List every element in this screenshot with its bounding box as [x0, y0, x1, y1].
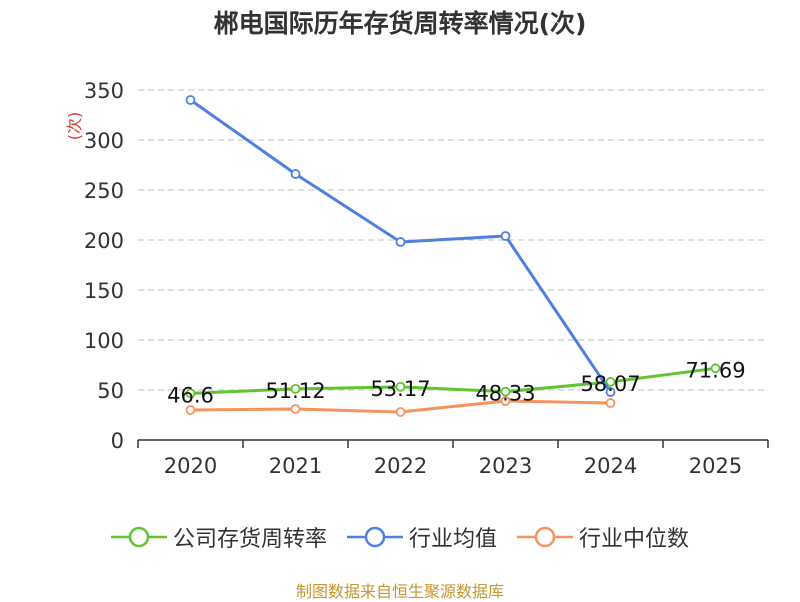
- x-tick-label: 2022: [374, 454, 427, 478]
- data-point: [290, 169, 301, 179]
- legend-line-circle-icon: [517, 526, 573, 548]
- legend-line-circle-icon: [110, 526, 167, 548]
- y-tick-label: 300: [84, 129, 124, 153]
- x-tick-label: 2020: [164, 454, 217, 478]
- x-tick-label: 2021: [269, 454, 322, 478]
- data-point: [185, 95, 196, 105]
- data-point: [605, 387, 616, 397]
- y-axis-label: (次): [65, 112, 84, 141]
- data-point: [710, 363, 721, 374]
- x-tick-label: 2025: [689, 454, 742, 478]
- y-tick-label: 150: [84, 279, 124, 303]
- legend-label: 行业均值: [408, 527, 497, 552]
- legend-line-circle-icon: [346, 526, 403, 548]
- series-line: [190, 366, 716, 395]
- data-label: 51.12: [265, 379, 325, 403]
- x-tick-label: 2024: [584, 454, 637, 478]
- data-point: [185, 405, 196, 415]
- chart-title: 郴电国际历年存货周转率情况(次): [213, 9, 587, 38]
- data-label: 58.07: [580, 372, 640, 396]
- data-point: [500, 231, 511, 241]
- axis-layer: 0 50 100 150 200 250 300 350(次) 2020 2021 2022 2023…: [65, 79, 769, 478]
- data-label: 53.17: [370, 377, 430, 401]
- y-tick-label: 350: [84, 79, 124, 103]
- y-tick-label: 200: [84, 229, 124, 253]
- legend-label: 公司存货周转率: [172, 527, 327, 552]
- legend: 公司存货周转率 行业均值 行业中位数: [0, 520, 800, 554]
- y-tick-label: 100: [84, 329, 124, 353]
- data-point: [185, 388, 196, 399]
- data-label: 71.69: [685, 358, 745, 382]
- data-point: [290, 383, 301, 394]
- data-point: [500, 396, 511, 406]
- legend-label: 行业中位数: [579, 527, 690, 552]
- data-point: [605, 398, 616, 408]
- legend-item[interactable]: 行业中位数: [517, 521, 689, 553]
- data-label-layer: 46.6 51.12 53.17 48.33 58.07 71.69: [167, 358, 745, 407]
- data-point: [395, 407, 406, 417]
- data-point: [395, 237, 406, 247]
- y-tick-label: 250: [84, 179, 124, 203]
- legend-item[interactable]: 行业均值: [346, 521, 497, 553]
- y-tick-label: 50: [97, 379, 124, 403]
- legend-item[interactable]: 公司存货周转率: [110, 521, 327, 553]
- data-point: [290, 404, 301, 414]
- data-point: [605, 377, 616, 387]
- y-tick-label: 0: [111, 429, 124, 453]
- data-point: [500, 386, 511, 397]
- series-layer: [185, 95, 721, 417]
- data-label: 46.6: [167, 383, 214, 407]
- x-tick-label: 2023: [479, 454, 532, 478]
- source-note: 制图数据来自恒生聚源数据库: [295, 582, 504, 601]
- data-label: 48.33: [475, 382, 535, 406]
- data-point: [395, 381, 406, 392]
